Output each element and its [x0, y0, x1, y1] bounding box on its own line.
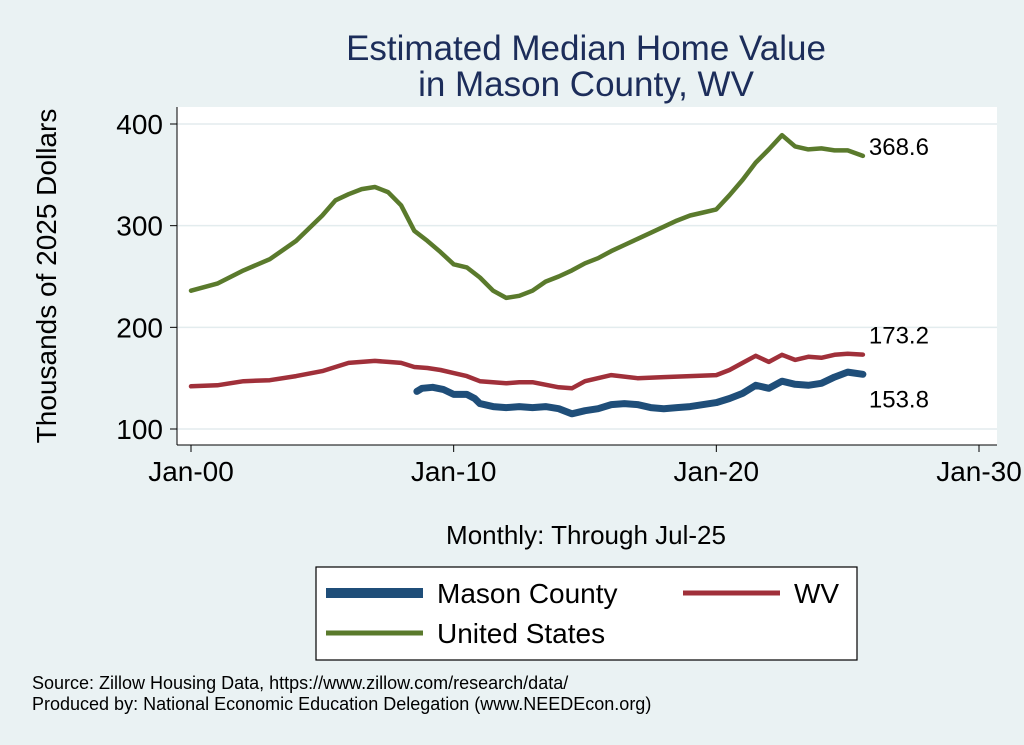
source-note: Source: Zillow Housing Data, https://www… [32, 673, 568, 693]
legend-box [315, 566, 858, 661]
y-tick-label-2: 300 [116, 211, 163, 242]
legend-label-1: WV [794, 578, 839, 609]
x-axis-title: Monthly: Through Jul-25 [446, 520, 726, 550]
producer-note: Produced by: National Economic Education… [32, 694, 651, 714]
y-axis-title: Thousands of 2025 Dollars [31, 109, 62, 444]
series-line-wv [188, 351, 866, 391]
y-axis-ticks: 100 200 300 400 [116, 109, 177, 445]
end-label-wv: 173.2 [869, 323, 929, 350]
legend-label-0: Mason County [437, 578, 618, 609]
end-labels: 153.8 173.2 368.6 [869, 134, 929, 413]
chart-title-line-1: Estimated Median Home Value [346, 29, 826, 68]
y-tick-label-3: 400 [116, 109, 163, 140]
series-line-united-states [188, 132, 866, 301]
x-axis-ticks: Jan-00 Jan-10 Jan-20 Jan-30 [148, 445, 1022, 487]
x-tick-label-1: Jan-10 [411, 456, 497, 487]
legend: Mason County WV United States [326, 578, 839, 649]
x-tick-label-0: Jan-00 [148, 456, 234, 487]
y-tick-label-0: 100 [116, 414, 163, 445]
end-label-mason-county: 153.8 [869, 386, 929, 413]
x-tick-label-3: Jan-30 [936, 456, 1022, 487]
chart-title-line-2: in Mason County, WV [418, 65, 755, 104]
series-layer [188, 132, 867, 418]
plot-area [177, 107, 997, 445]
x-tick-label-2: Jan-20 [674, 456, 760, 487]
y-tick-label-1: 200 [116, 312, 163, 343]
legend-label-2: United States [437, 618, 605, 649]
end-label-united-states: 368.6 [869, 134, 929, 161]
series-line-mason-county [413, 368, 867, 418]
